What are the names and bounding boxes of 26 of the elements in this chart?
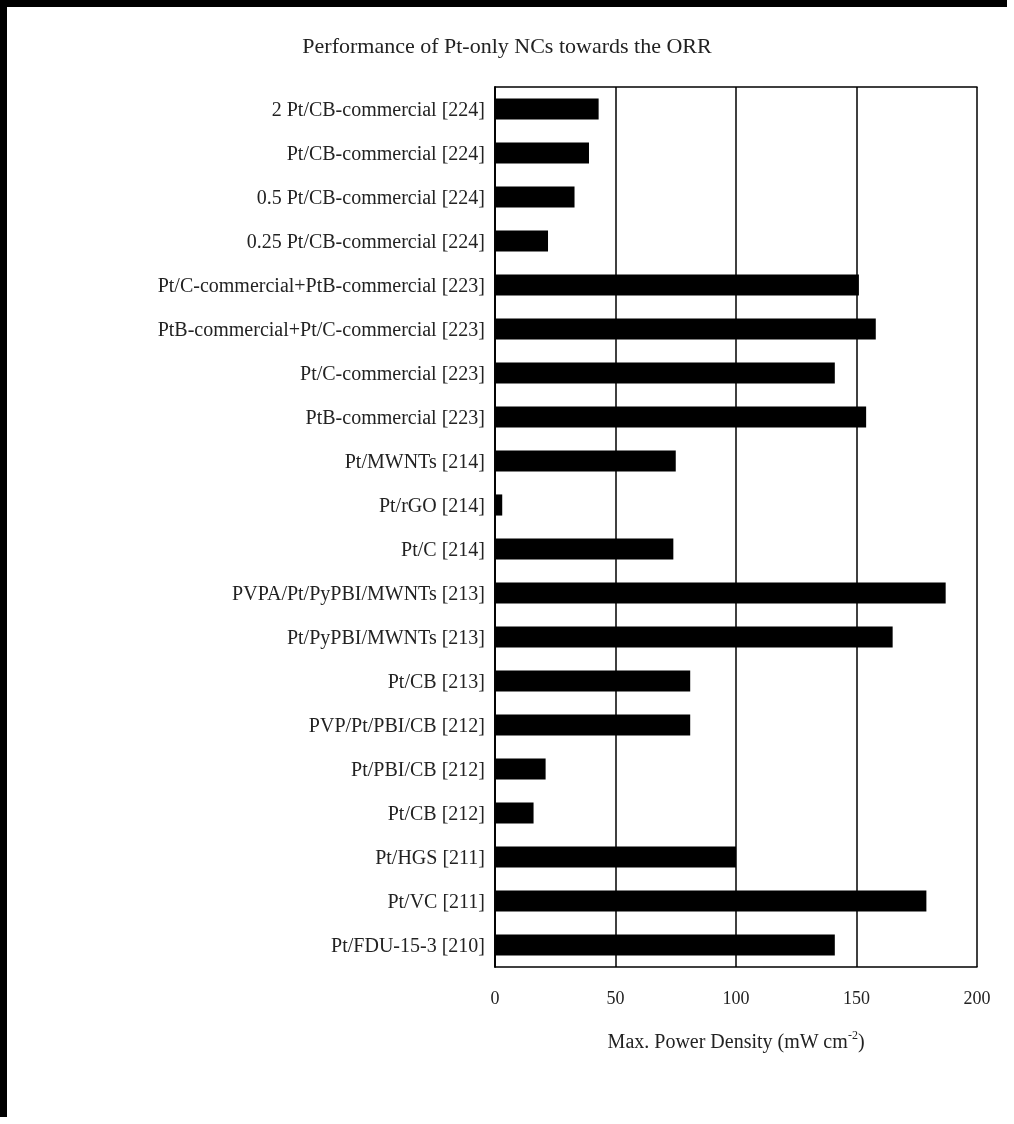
y-tick-label: Pt/VC [211]	[387, 890, 485, 912]
y-tick-label: PVPA/Pt/PyPBI/MWNTs [213]	[232, 582, 485, 605]
y-tick-label: Pt/C-commercial [223]	[300, 362, 485, 384]
y-tick-label: 0.5 Pt/CB-commercial [224]	[256, 186, 485, 208]
y-tick-label: Pt/HGS [211]	[375, 846, 485, 868]
y-tick-label: Pt/FDU-15-3 [210]	[331, 934, 485, 956]
x-tick-label: 50	[606, 988, 625, 1008]
y-tick-label: PtB-commercial [223]	[305, 406, 485, 428]
y-tick-label: Pt/C [214]	[401, 538, 485, 560]
y-tick-label: Pt/rGO [214]	[378, 494, 485, 516]
x-tick-label: 200	[963, 988, 991, 1008]
y-tick-label: Pt/PBI/CB [212]	[351, 758, 485, 780]
y-tick-label: Pt/PyPBI/MWNTs [213]	[286, 626, 485, 649]
y-tick-label: Pt/CB-commercial [224]	[286, 142, 485, 164]
x-tick-label: 150	[843, 988, 870, 1008]
y-tick-label: Pt/CB [212]	[387, 802, 485, 824]
chart-title: Performance of Pt-only NCs towards the ORR	[302, 32, 713, 58]
y-tick-label: Pt/C-commercial+PtB-commercial [223]	[157, 274, 485, 296]
y-tick-label: Pt/MWNTs [214]	[344, 450, 485, 472]
y-tick-label: PtB-commercial+Pt/C-commercial [223]	[157, 318, 485, 340]
y-tick-label: 0.25 Pt/CB-commercial [224]	[246, 230, 485, 252]
y-tick-label: PVP/Pt/PBI/CB [212]	[308, 714, 485, 736]
y-tick-label: 2 Pt/CB-commercial [224]	[271, 98, 485, 120]
x-tick-label: 100	[722, 988, 750, 1008]
x-tick-label: 0	[490, 988, 500, 1008]
y-tick-label: Pt/CB [213]	[387, 670, 485, 692]
